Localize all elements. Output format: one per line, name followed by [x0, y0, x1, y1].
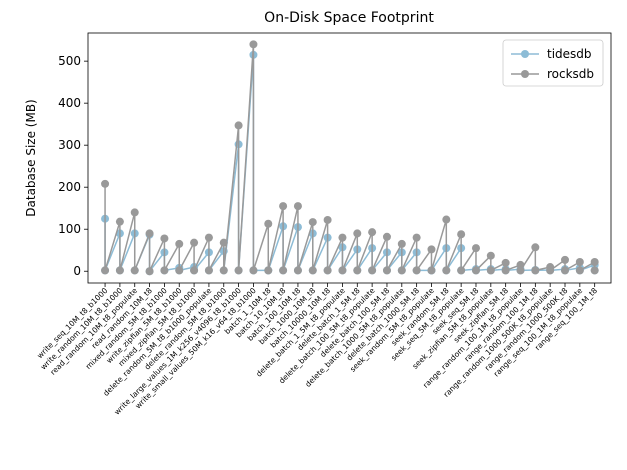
- y-tick-label: 400: [58, 96, 81, 110]
- data-point: [293, 202, 302, 211]
- data-point: [353, 266, 362, 275]
- data-point: [382, 232, 391, 241]
- data-point: [264, 266, 273, 275]
- data-point: [190, 238, 199, 247]
- data-point: [115, 266, 124, 275]
- data-point: [175, 239, 184, 248]
- y-tick-label: 500: [58, 54, 81, 68]
- data-point: [175, 266, 184, 275]
- data-point: [457, 266, 466, 275]
- data-point: [279, 266, 288, 275]
- data-point: [130, 266, 139, 275]
- data-point: [145, 229, 154, 238]
- data-point: [501, 258, 510, 267]
- series-line: [104, 54, 596, 274]
- data-point: [279, 202, 288, 211]
- data-point: [338, 233, 347, 242]
- data-point: [561, 255, 570, 264]
- data-point: [531, 243, 540, 252]
- data-point: [338, 266, 347, 275]
- data-point: [293, 266, 302, 275]
- data-point: [101, 266, 110, 275]
- data-point: [427, 245, 436, 254]
- y-tick-label: 100: [58, 222, 81, 236]
- data-point: [590, 257, 599, 266]
- data-point: [130, 208, 139, 217]
- legend-marker: [521, 70, 529, 78]
- data-point: [486, 251, 495, 260]
- data-point: [115, 217, 124, 226]
- data-point: [516, 266, 525, 275]
- data-point: [471, 244, 480, 253]
- legend-marker: [521, 50, 529, 58]
- data-point: [457, 230, 466, 239]
- data-point: [471, 266, 480, 275]
- data-point: [249, 266, 258, 275]
- y-tick-label: 200: [58, 180, 81, 194]
- data-point: [145, 267, 154, 276]
- data-point: [219, 266, 228, 275]
- data-point: [397, 239, 406, 248]
- data-point: [308, 218, 317, 227]
- data-point: [323, 266, 332, 275]
- data-point: [442, 215, 451, 224]
- data-point: [249, 40, 258, 49]
- data-point: [264, 219, 273, 228]
- data-point: [353, 229, 362, 238]
- data-point: [561, 266, 570, 275]
- chart-title: On-Disk Space Footprint: [264, 10, 434, 26]
- data-point: [234, 121, 243, 130]
- plot-frame: [87, 32, 612, 284]
- data-point: [204, 233, 213, 242]
- data-point: [397, 266, 406, 275]
- data-point: [486, 266, 495, 275]
- data-point: [575, 257, 584, 266]
- data-point: [368, 266, 377, 275]
- data-point: [501, 266, 510, 275]
- legend-label: rocksdb: [547, 67, 594, 81]
- data-point: [101, 179, 110, 188]
- data-point: [546, 266, 555, 275]
- data-point: [427, 266, 436, 275]
- y-tick-label: 300: [58, 138, 81, 152]
- data-point: [575, 266, 584, 275]
- data-point: [382, 266, 391, 275]
- data-point: [160, 234, 169, 243]
- data-point: [190, 266, 199, 275]
- data-point: [160, 266, 169, 275]
- data-point: [234, 266, 243, 275]
- data-point: [204, 266, 213, 275]
- data-point: [531, 266, 540, 275]
- y-tick-label: 0: [73, 264, 81, 278]
- data-point: [308, 266, 317, 275]
- y-axis-label: Database Size (MB): [24, 99, 38, 216]
- data-point: [412, 233, 421, 242]
- data-point: [590, 266, 599, 275]
- data-point: [442, 266, 451, 275]
- data-point: [368, 228, 377, 237]
- data-point: [219, 238, 228, 247]
- data-point: [412, 266, 421, 275]
- data-point: [323, 215, 332, 224]
- legend-label: tidesdb: [547, 47, 592, 61]
